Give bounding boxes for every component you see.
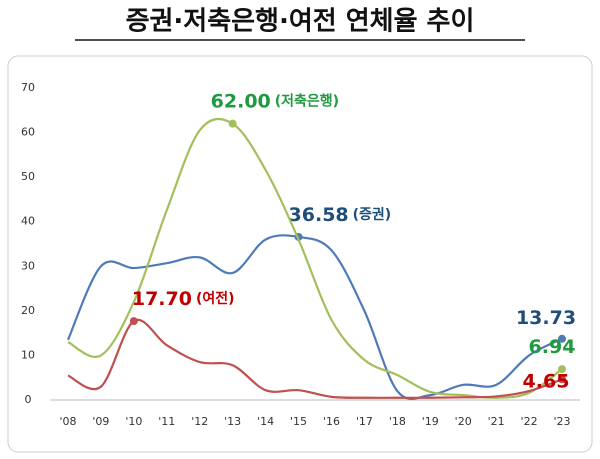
data-point xyxy=(558,334,566,343)
x-tick-label: '12 xyxy=(191,415,208,428)
data-label-value: 13.73 xyxy=(516,306,576,328)
y-tick-label: 60 xyxy=(21,126,35,139)
data-label-value: 17.70 xyxy=(132,288,192,310)
x-tick-label: '21 xyxy=(488,415,505,428)
y-tick-label: 50 xyxy=(21,170,35,183)
x-tick-label: '14 xyxy=(257,415,274,428)
y-tick-label: 30 xyxy=(21,259,35,272)
x-tick-label: '15 xyxy=(290,415,307,428)
x-tick-label: '23 xyxy=(553,415,570,428)
series-line xyxy=(66,234,563,400)
data-label: 13.73 xyxy=(516,306,576,328)
x-tick-label: '19 xyxy=(422,415,439,428)
data-label-value: 36.58 xyxy=(289,203,349,225)
data-label-value: 4.65 xyxy=(523,370,570,392)
x-tick-label: '17 xyxy=(356,415,373,428)
data-label: 4.65 xyxy=(523,370,570,392)
y-tick-label: 10 xyxy=(21,348,35,361)
x-tick-label: '22 xyxy=(521,415,538,428)
x-tick-label: '13 xyxy=(224,415,241,428)
x-tick-label: '08 xyxy=(59,415,76,428)
y-tick-label: 70 xyxy=(21,81,35,94)
data-label: 62.00 (저축은행) xyxy=(211,90,339,112)
chart-title: 증권·저축은행·여전 연체율 추이 xyxy=(126,7,475,37)
y-tick-label: 20 xyxy=(21,304,35,317)
data-point xyxy=(558,365,566,374)
series-line xyxy=(67,117,563,399)
data-label-value: 6.94 xyxy=(529,336,576,358)
data-label: 6.94 xyxy=(529,336,576,358)
x-tick-label: '11 xyxy=(158,415,175,428)
data-point xyxy=(558,375,566,384)
data-label: 36.58 (증권) xyxy=(289,203,392,225)
data-point xyxy=(228,119,237,128)
series-name: (증권) xyxy=(353,207,392,223)
x-tick-label: '18 xyxy=(389,415,406,428)
x-tick-label: '20 xyxy=(455,415,472,428)
data-label-value: 62.00 xyxy=(211,90,271,112)
y-tick-label: 40 xyxy=(21,215,35,228)
chart-frame xyxy=(7,55,593,453)
data-label: 17.70 (여전) xyxy=(132,288,235,310)
x-tick-label: '10 xyxy=(125,415,142,428)
series-line xyxy=(67,318,563,399)
y-tick-label: 0 xyxy=(25,393,32,406)
series-name: (저축은행) xyxy=(275,94,339,110)
x-tick-label: '16 xyxy=(323,415,340,428)
x-tick-label: '09 xyxy=(92,415,109,428)
series-name: (여전) xyxy=(196,290,235,307)
data-point xyxy=(129,317,138,326)
